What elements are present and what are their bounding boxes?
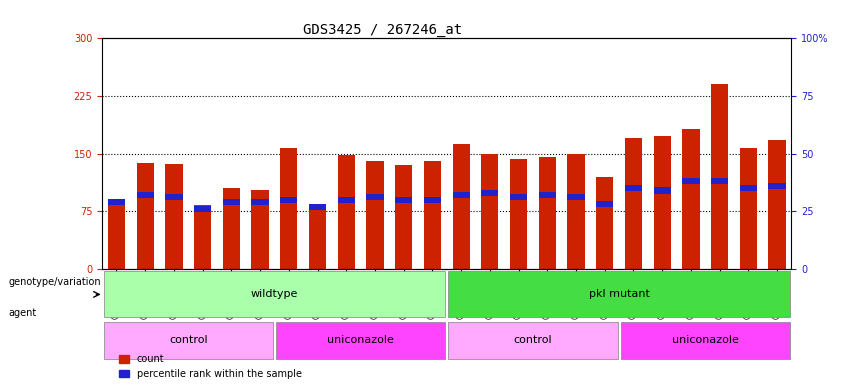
Bar bbox=[568, 194, 585, 200]
Text: uniconazole: uniconazole bbox=[671, 336, 739, 346]
Bar bbox=[683, 178, 700, 184]
Text: uniconazole: uniconazole bbox=[327, 336, 394, 346]
Bar bbox=[539, 192, 556, 198]
Bar bbox=[453, 192, 470, 198]
Bar bbox=[165, 164, 182, 269]
Legend: count, percentile rank within the sample: count, percentile rank within the sample bbox=[116, 350, 306, 383]
Bar bbox=[366, 161, 384, 269]
Bar bbox=[338, 197, 355, 203]
Text: control: control bbox=[169, 336, 208, 346]
Bar bbox=[136, 192, 154, 198]
Bar bbox=[165, 194, 182, 200]
FancyBboxPatch shape bbox=[276, 322, 445, 359]
Bar bbox=[768, 183, 785, 189]
Bar bbox=[654, 187, 671, 194]
Bar bbox=[768, 140, 785, 269]
Bar bbox=[366, 194, 384, 200]
Bar bbox=[482, 190, 499, 196]
Bar bbox=[596, 177, 614, 269]
Bar bbox=[596, 201, 614, 207]
Bar bbox=[280, 197, 298, 203]
FancyBboxPatch shape bbox=[104, 322, 273, 359]
FancyBboxPatch shape bbox=[448, 271, 790, 318]
Bar bbox=[108, 200, 125, 269]
Bar bbox=[482, 154, 499, 269]
Bar bbox=[424, 197, 441, 203]
Bar bbox=[510, 194, 527, 200]
Text: agent: agent bbox=[9, 308, 37, 318]
Bar bbox=[539, 157, 556, 269]
Bar bbox=[280, 148, 298, 269]
Bar bbox=[711, 84, 728, 269]
Bar bbox=[740, 148, 757, 269]
Bar bbox=[223, 199, 240, 205]
Bar bbox=[453, 144, 470, 269]
Bar bbox=[740, 185, 757, 191]
Bar bbox=[683, 129, 700, 269]
Text: wildtype: wildtype bbox=[251, 290, 298, 300]
Text: pkl mutant: pkl mutant bbox=[589, 290, 649, 300]
Text: genotype/variation: genotype/variation bbox=[9, 277, 101, 287]
Bar bbox=[223, 188, 240, 269]
FancyBboxPatch shape bbox=[104, 271, 445, 318]
Bar bbox=[711, 178, 728, 184]
Bar bbox=[108, 199, 125, 205]
Bar bbox=[338, 155, 355, 269]
Bar bbox=[194, 206, 211, 212]
Bar bbox=[424, 161, 441, 269]
Bar bbox=[309, 204, 326, 210]
Text: GDS3425 / 267246_at: GDS3425 / 267246_at bbox=[304, 23, 462, 37]
Bar bbox=[510, 159, 527, 269]
Bar bbox=[625, 138, 643, 269]
Bar bbox=[136, 163, 154, 269]
FancyBboxPatch shape bbox=[448, 322, 618, 359]
Bar bbox=[252, 199, 269, 205]
Bar bbox=[625, 185, 643, 191]
Bar bbox=[309, 205, 326, 269]
Bar bbox=[252, 190, 269, 269]
Bar bbox=[194, 205, 211, 269]
Bar bbox=[568, 154, 585, 269]
Bar bbox=[395, 165, 412, 269]
FancyBboxPatch shape bbox=[620, 322, 790, 359]
Bar bbox=[395, 197, 412, 203]
Bar bbox=[654, 136, 671, 269]
Text: control: control bbox=[514, 336, 552, 346]
